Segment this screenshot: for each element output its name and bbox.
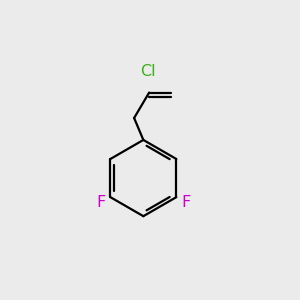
Text: Cl: Cl (140, 64, 156, 79)
Text: F: F (96, 195, 105, 210)
Text: F: F (181, 195, 190, 210)
